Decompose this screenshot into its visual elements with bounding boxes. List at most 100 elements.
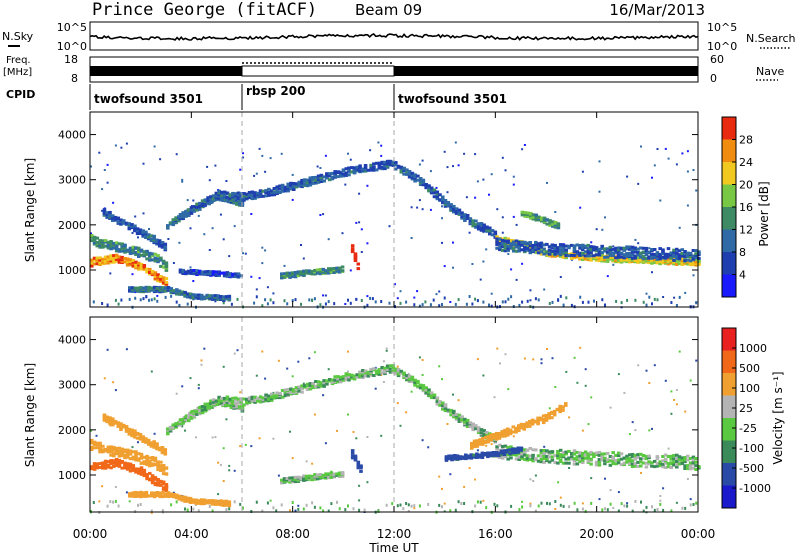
echo-band-6 [528,458,533,461]
echo-band-10 [561,408,565,412]
echo-band-4 [358,373,362,377]
speckle [659,199,662,202]
echo-band-10 [544,416,549,420]
echo-band-12 [542,216,547,220]
echo-band-6 [614,462,618,466]
echo-band-6 [570,455,574,459]
echo-band-8 [139,289,143,293]
echo-band-10 [288,271,292,275]
ground-clutter [134,296,137,300]
ground-clutter [554,500,557,503]
echo-band-10 [338,268,342,272]
echo-band-10 [307,269,312,273]
echo-band-10 [500,430,504,433]
echo-band-4 [330,171,335,175]
echo-band-0 [156,279,160,283]
echo-band-5 [399,170,404,174]
echo-band-6 [605,451,610,455]
speckle [642,457,645,460]
ground-clutter [385,503,388,507]
echo-band-1 [142,462,147,466]
echo-band-8 [136,286,140,290]
echo-band-2 [160,448,165,452]
echo-band-5 [490,233,495,237]
echo-band-10 [497,432,502,435]
ground-clutter [347,298,349,302]
echo-band-5 [482,226,486,230]
echo-band-4 [292,185,296,189]
echo-band-0 [164,483,169,486]
echo-band-6 [542,249,546,253]
echo-band-7 [639,255,643,259]
echo-band-4 [181,211,185,215]
echo-band-7 [531,243,535,247]
echo-band-2 [141,435,145,439]
echo-band-4 [250,399,255,403]
speckle [316,165,319,168]
echo-band-7 [550,246,555,250]
echo-band-4 [286,185,290,189]
speckle [219,463,222,466]
ground-clutter [474,504,477,508]
echo-band-6 [539,460,544,464]
ground-clutter [369,296,372,300]
echo-band-1 [109,241,113,245]
echo-band-6 [581,258,585,261]
echo-band-0 [117,458,122,462]
echo-band-5 [399,168,404,172]
echo-band-2 [133,433,137,437]
echo-band-2 [141,233,145,237]
speckle [101,485,104,488]
echo-band-8 [150,286,154,290]
echo-band-4 [327,178,332,182]
echo-band-1 [161,265,166,269]
echo-band-4 [258,194,263,198]
echo-band-7 [183,495,187,499]
echo-band-6 [636,256,640,260]
echo-band-6 [498,448,502,452]
echo-band-6 [677,462,682,466]
echo-band-6 [672,256,676,260]
speckle [114,144,117,147]
echo-band-0 [137,266,141,270]
power-colorbar-step-2 [722,162,736,185]
ground-clutter [604,303,606,307]
speckle [510,268,513,271]
speckle [651,427,653,430]
echo-band-4 [286,189,290,193]
echo-band-4 [209,401,213,405]
echo-band-6 [592,455,596,459]
echo-band-0 [114,257,119,261]
echo-band-1 [142,253,147,257]
echo-band-4 [214,198,219,201]
echo-band-4 [325,382,329,386]
speckle [637,242,640,245]
echo-band-5 [418,383,423,387]
echo-band-6 [514,457,519,461]
ground-clutter [551,300,554,304]
echo-band-6 [558,254,563,258]
echo-band-6 [691,455,696,459]
echo-band-12 [540,216,544,220]
speckle [449,301,452,303]
echo-band-10 [536,419,540,423]
speckle [369,149,372,152]
ground-clutter [291,299,294,303]
echo-band-7 [578,244,582,247]
echo-band-7 [641,246,646,250]
echo-band-5 [457,420,462,423]
echo-band-4 [308,176,313,180]
speckle [476,449,479,452]
echo-band-6 [630,465,635,468]
echo-band-8 [199,293,204,297]
echo-band-3 [166,427,170,431]
ground-clutter [308,298,311,302]
echo-band-7 [650,248,654,251]
echo-band-10 [494,433,499,437]
echo-band-10 [519,422,524,426]
echo-band-7 [500,242,505,246]
echo-band-6 [600,452,604,456]
echo-band-4 [305,388,310,391]
echo-band-5 [460,415,464,419]
echo-band-10 [327,267,331,271]
